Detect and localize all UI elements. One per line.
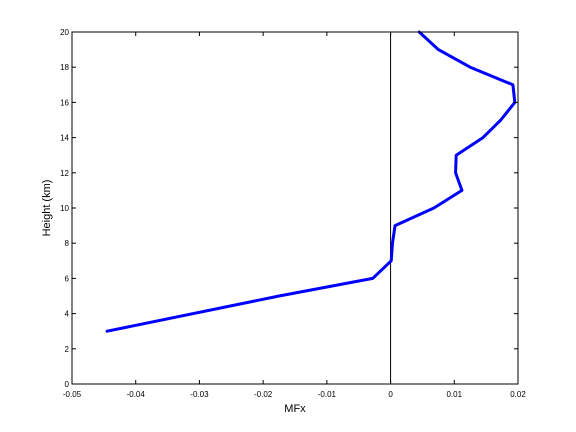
x-axis: -0.05 -0.04 -0.03 -0.02 -0.01 0 0.01 0.02: [63, 32, 526, 399]
y-axis: 0 2 4 6 8 10 12 14 16 18 20: [60, 28, 518, 389]
x-tick-label: -0.01: [318, 390, 337, 399]
x-tick-label: 0: [388, 390, 393, 399]
x-tick-label: 0.02: [510, 390, 526, 399]
y-tick-label: 8: [65, 239, 70, 248]
y-tick-label: 0: [65, 380, 70, 389]
y-tick-label: 20: [60, 28, 69, 37]
y-tick-label: 12: [60, 169, 69, 178]
y-tick-label: 4: [65, 310, 70, 319]
x-tick-label: -0.03: [190, 390, 209, 399]
y-tick-label: 18: [60, 63, 69, 72]
plot-area: [72, 32, 518, 384]
x-axis-label: MFx: [284, 403, 306, 415]
y-tick-label: 6: [65, 274, 70, 283]
x-tick-label: -0.04: [127, 390, 146, 399]
x-tick-label: 0.01: [446, 390, 462, 399]
x-tick-label: -0.02: [254, 390, 273, 399]
x-tick-label: -0.05: [63, 390, 82, 399]
y-tick-label: 14: [60, 134, 69, 143]
y-axis-label: Height (km): [41, 180, 53, 237]
series-group: [105, 30, 517, 333]
y-tick-label: 16: [60, 98, 69, 107]
y-tick-label: 2: [65, 345, 70, 354]
y-tick-label: 10: [60, 204, 69, 213]
